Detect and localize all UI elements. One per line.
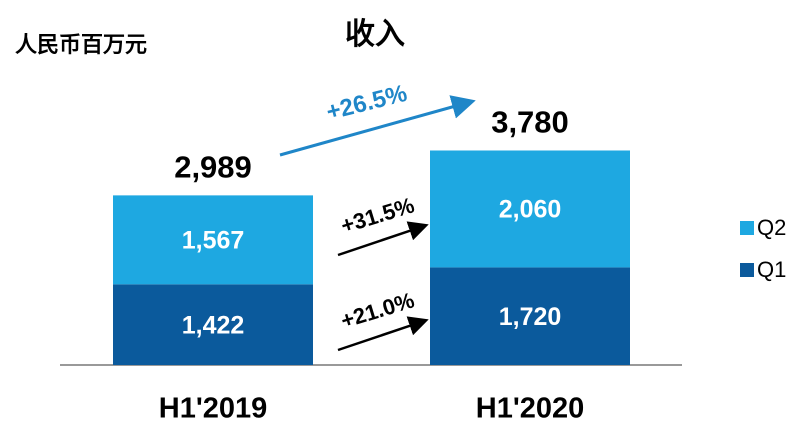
legend-swatch (740, 263, 754, 277)
segment-label: 2,060 (499, 196, 562, 224)
x-tick-label: H1'2020 (476, 393, 584, 421)
bar-segment (113, 284, 313, 365)
legend-swatch (740, 221, 754, 235)
total-label: 3,780 (491, 105, 569, 140)
legend-label: Q1 (757, 257, 786, 282)
legend-label: Q2 (757, 215, 786, 240)
total-label: 2,989 (174, 150, 252, 185)
chart-title: 收入 (345, 17, 405, 52)
growth-arrow (337, 316, 429, 352)
bar-segment (430, 267, 630, 365)
bar-segment (113, 195, 313, 285)
segment-label: 1,720 (499, 303, 562, 331)
growth-arrow (337, 221, 429, 257)
unit-label: 人民币百万元 (15, 32, 147, 58)
x-tick-label: H1'2019 (159, 393, 267, 421)
bar-segment (430, 150, 630, 268)
segment-label: 1,567 (182, 226, 245, 254)
growth-arrow (279, 95, 476, 157)
annotation: +26.5% (324, 80, 410, 126)
segment-label: 1,422 (182, 311, 245, 339)
